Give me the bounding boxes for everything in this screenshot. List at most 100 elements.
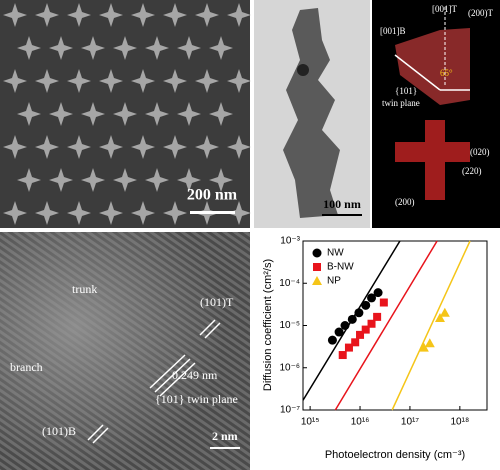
scale-bar [322,214,362,216]
nanostar [145,102,169,126]
nanostar [145,168,169,192]
nanostar [131,3,155,27]
chart: Photoelectron density (cm⁻³) Diffusion c… [262,236,488,461]
nanostar [209,168,233,192]
nanostar [81,36,105,60]
data-point [373,312,382,321]
nanostar [3,135,27,159]
y-tick-label: 10⁻⁵ [279,320,300,331]
legend-label: NP [327,276,341,287]
legend-marker [313,263,321,271]
crystal-label: twin plane [382,98,420,108]
tem-image [254,0,370,228]
nanostar [227,135,251,159]
data-point [351,338,360,347]
data-point [424,338,435,348]
crystal-label: (220) [462,166,482,176]
nanostar [177,168,201,192]
nanostar [99,3,123,27]
nanostar [17,168,41,192]
nanostar [113,168,137,192]
crystal-label: (020) [470,147,490,157]
nanostar [17,36,41,60]
data-point [439,307,450,317]
data-point [344,343,353,352]
fit-line [391,240,471,411]
data-point [354,308,364,318]
crystal-diagram [372,0,500,228]
data-point [434,313,445,323]
nanostar [35,69,59,93]
nanostar [195,3,219,27]
fit-line [334,240,438,411]
x-tick-label: 10¹⁷ [401,417,419,428]
nanostar [3,3,27,27]
crystal-label: (200) [395,197,415,207]
crystal-label: 65° [440,68,453,78]
nanostar [81,168,105,192]
nanostar [131,135,155,159]
nanostar [227,3,251,27]
data-point [347,314,357,324]
scale-label: 200 nm [187,187,238,204]
nanostar [67,69,91,93]
nanostar [35,3,59,27]
nanostar [67,201,91,225]
nanostar [177,36,201,60]
crystal-label: {101} [395,86,417,96]
legend-marker [312,276,322,285]
scale-label: 100 nm [323,197,361,211]
scale-bar [190,211,235,214]
hrtem-label: trunk [72,282,97,296]
y-tick-label: 10⁻⁶ [279,362,300,373]
data-point [373,288,383,298]
nanostar [177,102,201,126]
data-point [361,325,370,334]
crystal-label: [001]B [380,26,406,36]
nanostar [3,69,27,93]
hrtem-label: {101} twin plane [155,392,238,406]
scale-bar [210,447,240,449]
nanostar [17,102,41,126]
data-point [367,293,377,303]
data-point [356,330,365,339]
data-point [327,335,337,345]
x-tick-label: 10¹⁶ [351,417,370,428]
nanostar [81,102,105,126]
nanostar [49,168,73,192]
legend-label: NW [327,248,344,259]
legend-label: B-NW [327,262,354,273]
nanostar [67,3,91,27]
data-point [361,300,371,310]
x-axis-label: Photoelectron density (cm⁻³) [325,449,465,461]
data-point [418,342,429,352]
hrtem-label: (101)B [42,424,76,438]
hrtem-image [0,232,250,470]
nanostar [49,102,73,126]
nanostar [195,135,219,159]
data-point [367,319,376,328]
nanostar [113,36,137,60]
crystal-label: [001]T [432,4,457,14]
x-tick-label: 10¹⁸ [451,417,470,428]
nanostar [3,201,27,225]
hrtem-label: (101)T [200,295,234,309]
nanostar [163,69,187,93]
nanostar [49,36,73,60]
nanostar [35,201,59,225]
nanostar [131,69,155,93]
x-tick-label: 10¹⁵ [301,417,320,428]
nanostar [99,135,123,159]
nanostar [99,201,123,225]
nanostar [209,102,233,126]
y-axis-label: Diffusion coefficient (cm²/s) [262,259,274,391]
crystal-label: (200)T [468,8,493,18]
nanostar [163,201,187,225]
nanostar [99,69,123,93]
nanostar [35,135,59,159]
data-point [338,351,347,360]
nanostar [227,201,251,225]
data-point [379,298,388,307]
data-point [334,327,344,337]
